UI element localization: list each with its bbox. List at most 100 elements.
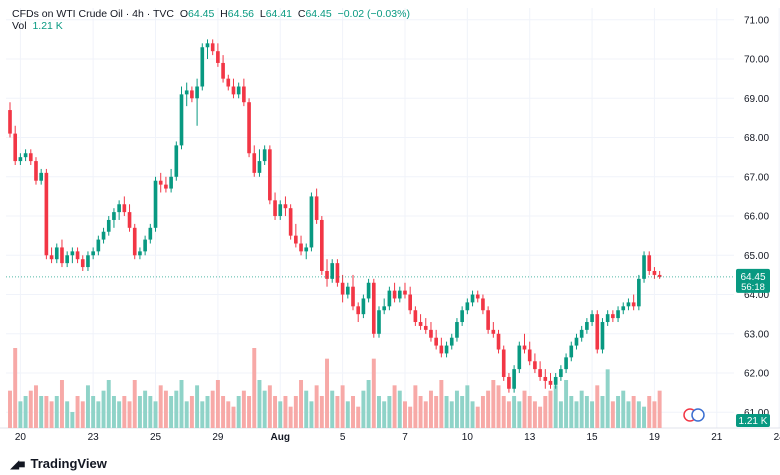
volume-bar (657, 390, 662, 428)
volume-bar (454, 390, 459, 428)
candle-body (522, 345, 527, 350)
x-tick-label: 24 (774, 432, 780, 443)
volume-bar (252, 348, 257, 428)
volume-bar (527, 396, 532, 428)
volume-bar (621, 390, 626, 428)
candle-body (548, 380, 553, 385)
candle-body (470, 294, 475, 303)
candle-body (611, 314, 615, 319)
candle-body (330, 263, 335, 279)
volume-bar (501, 396, 506, 428)
candle-body (465, 302, 470, 311)
volume-bar (465, 385, 470, 428)
price-tag[interactable] (736, 268, 770, 293)
candle-body (642, 255, 646, 279)
candle-body (247, 102, 251, 154)
volume-bar (96, 401, 101, 428)
candle-body (382, 306, 387, 311)
candle-body (101, 231, 106, 240)
candle-body (408, 294, 412, 311)
candle-body (475, 294, 480, 299)
x-tick-label: 21 (711, 432, 723, 443)
candle-body (512, 369, 516, 389)
candle-body (423, 325, 428, 330)
volume-bar (288, 406, 293, 428)
volume-bar (59, 380, 64, 428)
candle-body (288, 208, 293, 236)
candle-body (579, 329, 584, 338)
candle-body (195, 86, 199, 99)
candle-body (486, 310, 490, 330)
candle-body (54, 247, 59, 260)
candle-body (200, 47, 205, 87)
candle-body (517, 345, 522, 370)
volume-bar (262, 390, 267, 428)
volume-bar (616, 396, 621, 428)
volume-bar (205, 396, 210, 428)
volume-bar (428, 390, 433, 428)
candle-body (252, 153, 257, 173)
candle-body (257, 161, 262, 173)
volume-bar (392, 385, 397, 428)
volume-label: Vol (12, 20, 27, 32)
volume-bar (8, 390, 12, 428)
volume-bar (460, 396, 465, 428)
candle-body (507, 376, 511, 389)
volume-bar (101, 390, 106, 428)
candle-body (637, 278, 641, 307)
volume-bar (231, 406, 236, 428)
volume-bar (319, 396, 324, 428)
volume-bar (143, 390, 148, 428)
candle-body (397, 290, 402, 299)
volume-bar (610, 401, 615, 428)
volume-bar (184, 401, 189, 428)
candle-body (496, 333, 501, 350)
tradingview-logo-icon: ◢■ (10, 456, 26, 471)
candle-body (605, 314, 610, 323)
volume-bar (247, 396, 252, 428)
x-tick-label: 13 (524, 432, 536, 443)
volume-bar (631, 396, 636, 428)
volume-bar (480, 396, 485, 428)
volume-bar (496, 385, 501, 428)
volume-bar (491, 380, 496, 428)
candle-body (44, 172, 49, 256)
volume-bar (590, 401, 595, 428)
tradingview-logo[interactable]: ◢■ TradingView (10, 456, 107, 471)
volume-tag (736, 414, 770, 427)
volume-bar (163, 390, 168, 428)
event-flag-icon[interactable] (691, 408, 705, 422)
volume-bar (236, 396, 241, 428)
volume-bar (371, 358, 376, 428)
price-tag-value: 64.45 (740, 272, 765, 283)
y-tick-label: 65.00 (744, 251, 769, 262)
candle-body (501, 349, 506, 377)
volume-bar (335, 396, 340, 428)
candle-body (325, 270, 329, 279)
open-label: O (179, 8, 189, 20)
volume-bar (605, 369, 610, 428)
candle-body (242, 86, 246, 103)
volume-bar (361, 390, 366, 428)
volume-bar (387, 396, 392, 428)
candle-body (106, 219, 111, 232)
volume-bar (273, 396, 278, 428)
volume-bar (210, 390, 215, 428)
volume-bar (647, 396, 652, 428)
candle-body (49, 255, 54, 260)
candle-body (96, 239, 101, 252)
y-tick-label: 70.00 (744, 55, 769, 66)
candle-body (190, 90, 194, 99)
price-tag-countdown: 56:18 (741, 282, 765, 293)
candle-body (174, 145, 179, 177)
volume-bar (397, 390, 402, 428)
volume-bar (106, 380, 111, 428)
volume-bar (189, 396, 194, 428)
volume-bar (299, 380, 304, 428)
candle-body (122, 204, 127, 213)
volume-bar (444, 396, 449, 428)
candle-body (221, 62, 225, 79)
volume-bar (517, 401, 522, 428)
